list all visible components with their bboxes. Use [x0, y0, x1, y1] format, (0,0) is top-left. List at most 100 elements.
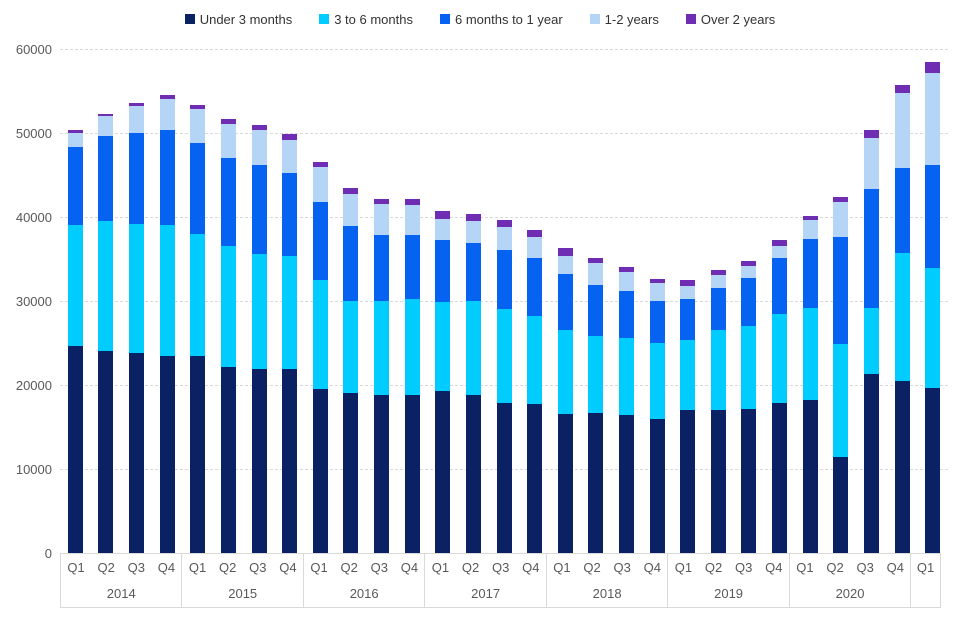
bar-segment [710, 287, 726, 330]
x-axis-year-label: 2020 [835, 585, 865, 601]
bar-segment [527, 404, 543, 553]
bar-segment [710, 410, 726, 553]
bar-segment [772, 402, 788, 553]
bar-segment [159, 129, 175, 225]
x-axis-quarter-label: Q2 [583, 559, 601, 575]
legend-label: Over 2 years [700, 11, 776, 27]
x-axis-quarter-label: Q1 [674, 559, 693, 575]
quarter-label-row: Q1 Q2 Q3 Q4 [790, 554, 910, 580]
legend-item-2: 3 to 6 months [319, 12, 413, 27]
x-axis-quarter-label: Q4 [886, 559, 904, 575]
bar-segment [465, 214, 481, 222]
bar-segment [190, 143, 206, 234]
bar-segment [894, 85, 910, 93]
bar-segment [557, 248, 573, 256]
legend-item-5: Over 2 years [685, 11, 776, 27]
y-axis-tick-label: 20000 [15, 378, 52, 393]
x-axis-quarter-label: Q3 [127, 559, 145, 575]
bar-segment [833, 237, 849, 344]
quarter-label-row: Q1 Q2 Q3 Q4 [668, 554, 788, 580]
x-axis-quarter-label: Q2 [340, 559, 358, 575]
x-axis-quarter-label: Q2 [704, 559, 723, 575]
bar-segment [129, 133, 145, 224]
bar-segment [649, 343, 665, 419]
bar-segment [435, 390, 451, 553]
bar-segment [741, 265, 757, 279]
x-axis-year-group: Q1 Q2 Q3 Q4 2018 [545, 553, 669, 608]
bar-segment [251, 129, 267, 165]
x-axis-quarter-label: Q4 [279, 559, 297, 575]
bar-segment [618, 267, 634, 272]
bar-segment [557, 330, 573, 415]
bar-segment [312, 280, 328, 390]
bar-segment [220, 367, 236, 553]
bar-segment [588, 285, 604, 337]
legend-label: 6 months to 1 year [454, 11, 563, 27]
bar-segment [129, 102, 145, 107]
bar-segment [404, 299, 420, 396]
bar-segment [772, 258, 788, 315]
legend-swatch-icon [589, 14, 600, 24]
bar-segment [925, 62, 941, 74]
x-axis-year-group: Q1 Q2 Q3 Q4 2020 [788, 553, 912, 608]
bar-segment [159, 356, 175, 553]
bar-segment [527, 258, 543, 317]
gridline-40000 [60, 217, 948, 218]
bar-segment [925, 268, 941, 388]
x-axis-year-group: Q1 Q2 Q3 Q4 2019 [667, 553, 790, 608]
bar-segment [374, 395, 390, 553]
quarter-label-row: Q1 Q2 Q3 Q4 [182, 554, 302, 580]
x-axis-quarter-label: Q3 [370, 559, 388, 575]
bar-segment [527, 316, 543, 405]
bar-segment [159, 98, 175, 130]
bar-segment [741, 278, 757, 327]
bar-segment [618, 290, 634, 338]
bar-segment [496, 227, 512, 250]
bar-segment [67, 147, 83, 225]
bar-segment [343, 188, 359, 195]
bar-segment [496, 220, 512, 228]
bar-segment [863, 138, 879, 190]
bar-segment [772, 239, 788, 246]
legend-item-3: 6 months to 1 year [439, 11, 563, 27]
bar-segment [435, 211, 451, 219]
y-axis-tick-label: 40000 [15, 210, 52, 225]
bar-segment [618, 337, 634, 416]
bar-segment [435, 301, 451, 391]
bar-segment [251, 164, 267, 254]
x-axis-quarter-label: Q2 [218, 559, 237, 575]
bar-segment [67, 129, 83, 133]
bar-segment [618, 271, 634, 291]
bar-segment [833, 201, 849, 238]
bar-segment [925, 164, 941, 269]
bar-segment [67, 346, 83, 553]
bar-segment [220, 245, 236, 368]
legend-swatch-icon [184, 14, 195, 24]
x-axis-year-label: 2014 [106, 585, 136, 601]
bar-segment [190, 109, 206, 144]
x-axis-quarter-label: Q2 [97, 559, 115, 575]
bar-segment [588, 258, 604, 264]
bar-segment [741, 260, 757, 266]
bar-segment [98, 116, 114, 137]
x-axis-year-label: 2015 [228, 585, 258, 601]
y-axis-tick-label: 0 [44, 546, 52, 561]
bar-segment [802, 216, 818, 221]
bar-segment [343, 226, 359, 301]
bar-segment [159, 224, 175, 357]
quarter-label-row: Q1 Q2 Q3 Q4 [425, 554, 545, 580]
bar-segment [404, 395, 420, 553]
bar-segment [129, 223, 145, 354]
x-axis-year-group: Q1 [910, 553, 941, 608]
gridline-60000 [60, 49, 948, 50]
bar-segment [343, 301, 359, 394]
bar-segment [649, 301, 665, 343]
x-axis-year-label [911, 580, 940, 606]
bar-segment [863, 307, 879, 375]
x-axis-year-group: Q1 Q2 Q3 Q4 2016 [302, 553, 426, 608]
bar-segment [833, 196, 849, 202]
x-axis-quarter-label: Q1 [916, 559, 935, 575]
bar-segment [220, 123, 236, 159]
